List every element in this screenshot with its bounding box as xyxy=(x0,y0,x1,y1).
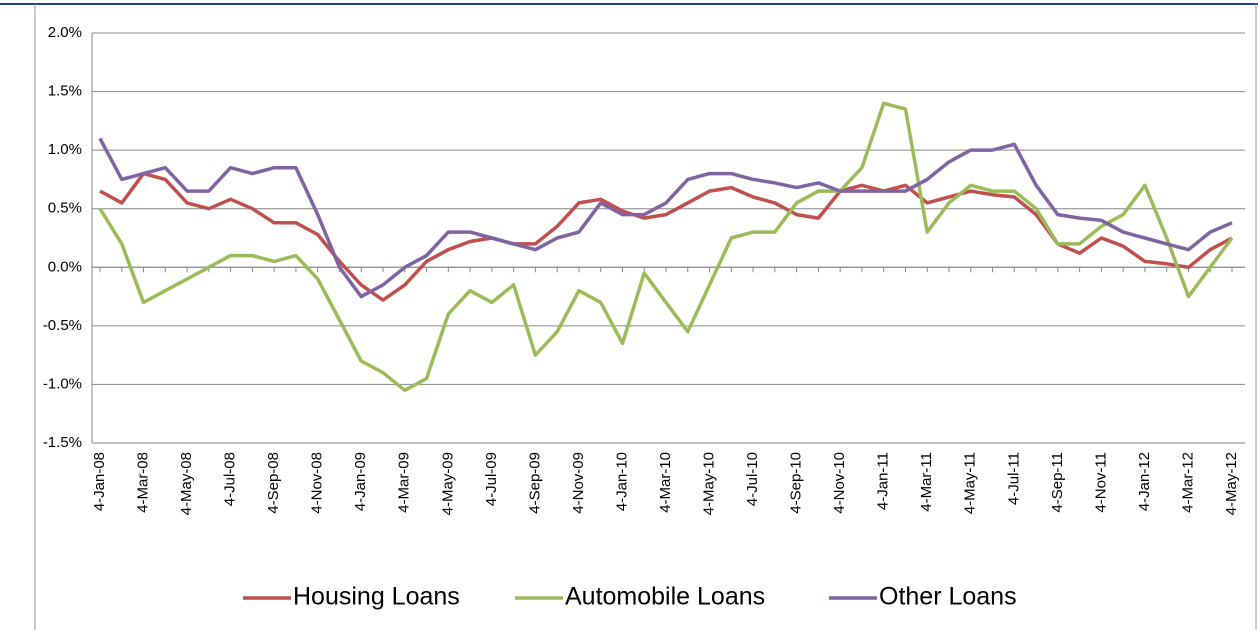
x-tick-label: 4-Nov-10 xyxy=(831,452,848,514)
x-tick-label: 4-Sep-09 xyxy=(526,452,543,514)
x-tick-label: 4-Sep-11 xyxy=(1049,452,1066,513)
x-tick-label: 4-Nov-08 xyxy=(309,452,326,514)
x-tick-label: 4-Jul-11 xyxy=(1005,452,1022,505)
x-tick-label: 4-May-09 xyxy=(439,452,456,515)
series-line xyxy=(99,171,1233,302)
x-tick-label: 4-May-11 xyxy=(962,452,979,514)
x-tick-label: 4-Jul-08 xyxy=(222,452,239,506)
x-tick-label: 4-Mar-08 xyxy=(135,452,152,513)
x-tick-label: 4-Mar-10 xyxy=(657,452,674,513)
x-tick-label: 4-Mar-09 xyxy=(396,452,413,513)
y-tick-label: -1.0% xyxy=(43,375,82,392)
y-tick-label: -1.5% xyxy=(43,434,82,451)
y-tick-label: -0.5% xyxy=(43,317,82,334)
series-line xyxy=(98,101,1234,393)
x-tick-label: 4-Jul-09 xyxy=(483,452,500,506)
legend-label: Other Loans xyxy=(879,583,1017,611)
x-tick-label: 4-Sep-10 xyxy=(788,452,805,514)
x-tick-label: 4-Nov-11 xyxy=(1092,452,1109,513)
series-line xyxy=(98,137,1233,299)
y-tick-label: 0.0% xyxy=(48,258,82,275)
x-tick-label: 4-Jan-08 xyxy=(91,452,108,511)
x-tick-label: 4-Sep-08 xyxy=(265,452,282,514)
x-tick-label: 4-Nov-09 xyxy=(570,452,587,514)
x-tick-label: 4-Jul-10 xyxy=(744,452,761,506)
x-tick-label: 4-Jan-12 xyxy=(1136,452,1153,511)
legend-label: Housing Loans xyxy=(293,583,460,611)
y-tick-label: 1.0% xyxy=(48,141,82,158)
x-tick-label: 4-Jan-10 xyxy=(613,452,630,511)
y-tick-label: 1.5% xyxy=(48,83,82,100)
x-tick-label: 4-May-10 xyxy=(701,452,718,515)
y-tick-label: 2.0% xyxy=(48,24,82,41)
x-tick-label: 4-May-08 xyxy=(178,452,195,515)
x-tick-label: 4-Mar-12 xyxy=(1179,452,1196,513)
x-tick-label: 4-Jan-09 xyxy=(352,452,369,511)
y-tick-label: 0.5% xyxy=(48,200,82,217)
x-tick-label: 4-Mar-11 xyxy=(918,452,935,512)
x-tick-label: 4-Jan-11 xyxy=(875,452,892,510)
legend-label: Automobile Loans xyxy=(565,583,765,611)
x-tick-label: 4-May-12 xyxy=(1223,452,1240,515)
